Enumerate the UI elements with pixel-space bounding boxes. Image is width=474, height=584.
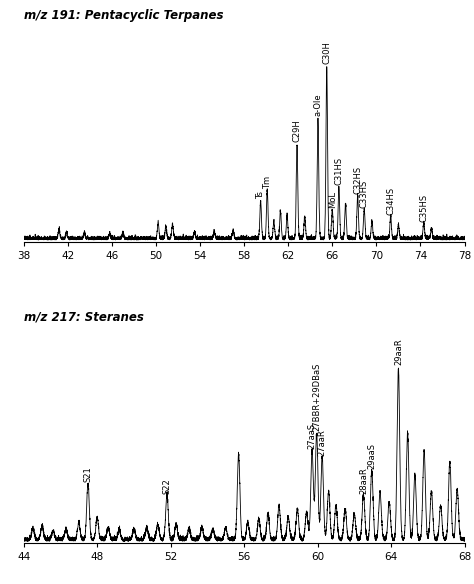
Text: C31HS: C31HS [334, 157, 343, 185]
Text: 27aaS: 27aaS [308, 423, 317, 449]
Text: C35HS: C35HS [419, 194, 428, 222]
Text: 27BBR+29DBaS: 27BBR+29DBaS [312, 363, 321, 432]
Text: 29aaS: 29aaS [367, 443, 376, 470]
Text: C29H: C29H [292, 119, 301, 142]
Text: C30H: C30H [322, 41, 331, 64]
Text: 29aaR: 29aaR [394, 339, 403, 366]
Text: a-Ole: a-Ole [313, 93, 322, 116]
Text: Tm: Tm [263, 176, 272, 189]
Text: S21: S21 [83, 466, 92, 482]
Text: 28aaR: 28aaR [359, 467, 368, 493]
Text: Ts: Ts [256, 192, 265, 199]
Text: C32HS: C32HS [353, 166, 362, 194]
Text: C33HS: C33HS [360, 180, 369, 208]
Text: C34HS: C34HS [386, 187, 395, 215]
Text: m/z 191: Pentacyclic Terpanes: m/z 191: Pentacyclic Terpanes [24, 9, 223, 22]
Text: m/z 217: Steranes: m/z 217: Steranes [24, 311, 144, 324]
Text: MoL: MoL [328, 191, 337, 208]
Text: 27aaR: 27aaR [318, 429, 327, 456]
Text: S22: S22 [163, 478, 172, 493]
